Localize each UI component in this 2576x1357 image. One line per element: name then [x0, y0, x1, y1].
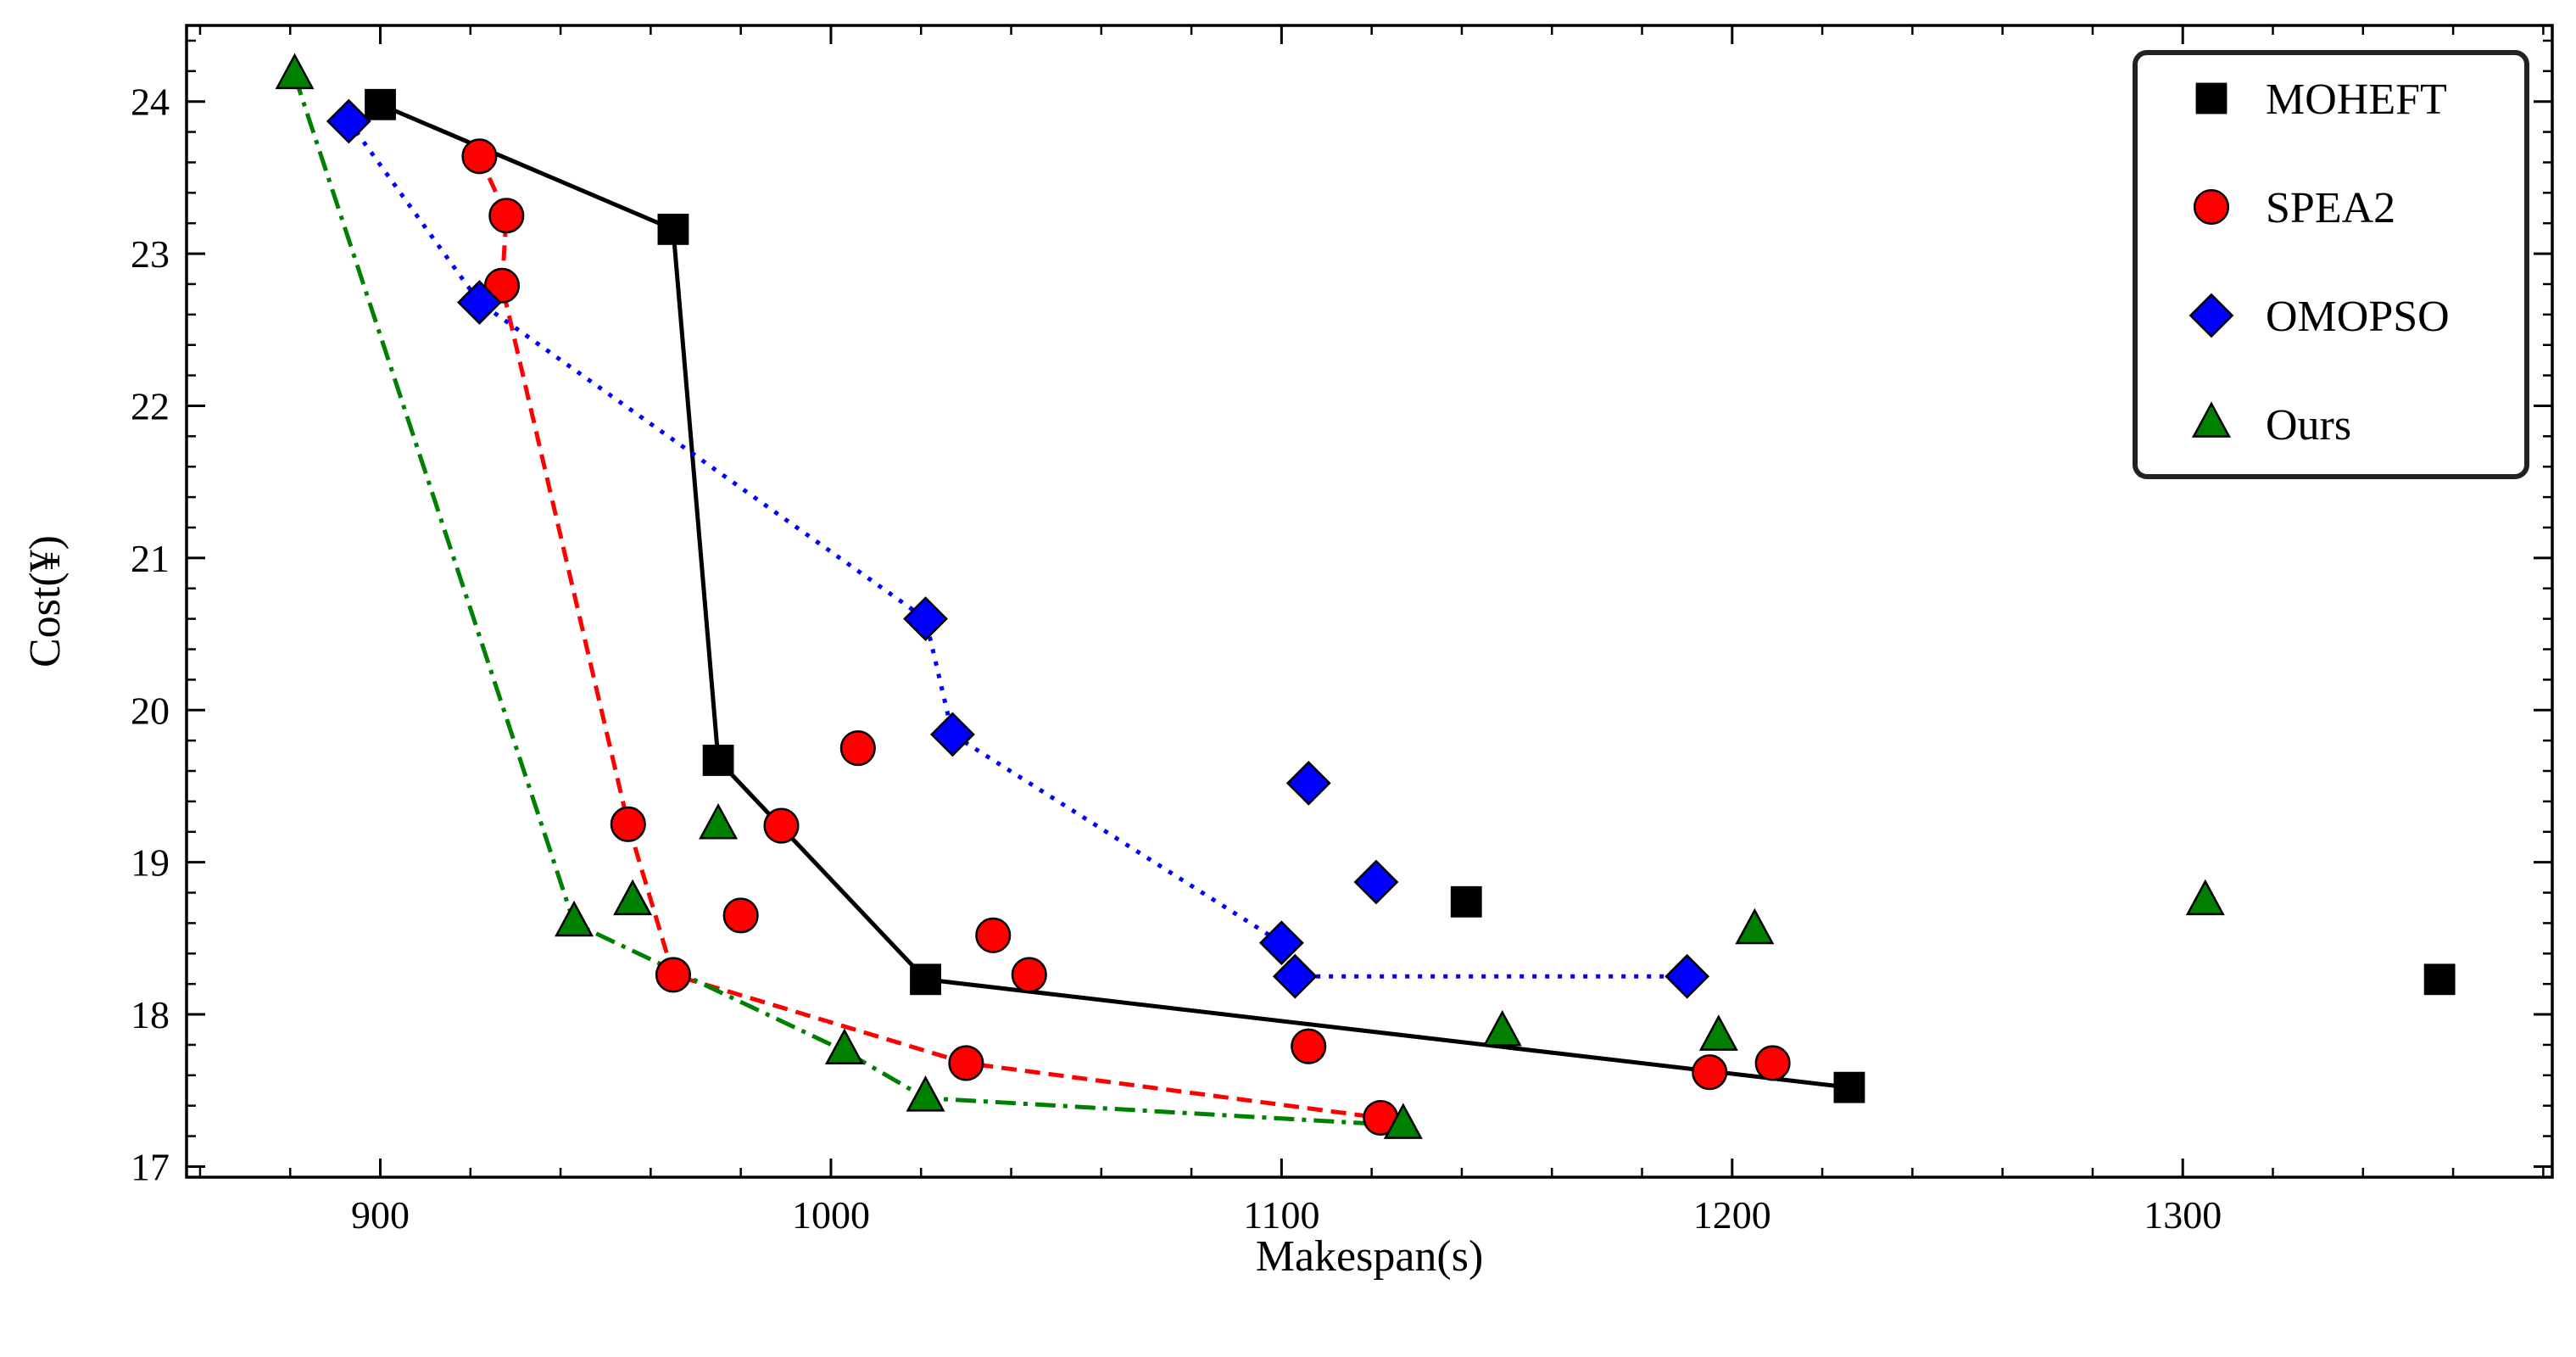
data-point-ours [613, 879, 653, 916]
data-point-omopso [1258, 920, 1304, 966]
data-point-spea2 [975, 917, 1012, 953]
y-tick-label: 24 [131, 81, 170, 124]
data-point-spea2 [1692, 1054, 1728, 1091]
data-point-ours [555, 900, 594, 937]
series-markers [275, 53, 2456, 1139]
legend-frame [2133, 50, 2529, 479]
data-point-omopso [1272, 953, 1318, 999]
data-point-spea2 [722, 897, 759, 934]
data-point-spea2 [461, 138, 498, 175]
y-axis-title: Cost(¥) [21, 535, 70, 667]
data-point-ours [1735, 907, 1775, 945]
data-point-omopso [1664, 953, 1710, 999]
y-tick-label: 20 [131, 689, 170, 732]
data-point-ours [699, 802, 739, 840]
data-point-ours [1383, 1103, 1423, 1139]
data-point-ours [906, 1075, 945, 1112]
data-point-spea2 [1291, 1028, 1327, 1064]
axis-ticks [187, 25, 2552, 1177]
x-tick-label: 1300 [2144, 1193, 2222, 1237]
y-tick-label: 19 [131, 841, 170, 885]
data-point-omopso [457, 280, 502, 325]
data-point-spea2 [763, 807, 800, 844]
legend-marker-moheft [2195, 82, 2228, 114]
data-point-omopso [326, 98, 371, 144]
data-point-spea2 [1754, 1045, 1791, 1081]
data-point-omopso [1285, 760, 1331, 806]
x-tick-label: 1000 [792, 1193, 870, 1237]
data-point-moheft [910, 963, 941, 996]
legend-label-omopso: OMOPSO [2266, 293, 2450, 341]
y-tick-label: 23 [131, 232, 170, 276]
data-point-ours [1482, 1009, 1522, 1047]
data-point-ours [2185, 879, 2225, 916]
y-tick-label: 18 [131, 993, 170, 1036]
data-point-spea2 [610, 806, 646, 842]
y-tick-label: 17 [131, 1145, 170, 1188]
data-point-moheft [702, 745, 734, 776]
data-point-spea2 [1011, 957, 1047, 993]
legend-marker-omopso [2188, 293, 2234, 338]
data-point-omopso [1353, 859, 1399, 905]
data-point-moheft [2423, 963, 2456, 996]
plot-frame [185, 24, 2554, 1179]
data-point-spea2 [488, 198, 525, 234]
data-point-moheft [1833, 1071, 1865, 1103]
data-point-moheft [365, 88, 396, 120]
data-point-ours [824, 1028, 864, 1064]
data-point-spea2 [948, 1045, 984, 1081]
data-point-ours [275, 53, 315, 90]
legend-label-moheft: MOHEFT [2266, 75, 2447, 124]
y-tick-label: 22 [131, 384, 170, 427]
data-point-spea2 [839, 730, 876, 767]
series-line-ours [293, 75, 1404, 1128]
legend: MOHEFT SPEA2 OMOPSO Ours [2133, 50, 2529, 479]
data-point-spea2 [483, 267, 521, 304]
legend-marker-spea2 [2193, 188, 2230, 226]
data-point-spea2 [655, 957, 691, 993]
legend-label-spea2: SPEA2 [2266, 184, 2395, 232]
data-point-moheft [657, 213, 689, 245]
x-tick-label: 900 [351, 1193, 410, 1237]
data-point-omopso [903, 596, 948, 642]
x-tick-label: 1200 [1693, 1193, 1771, 1237]
x-axis-title: Makespan(s) [1256, 1232, 1484, 1281]
legend-label-ours: Ours [2266, 401, 2351, 450]
data-point-omopso [930, 712, 975, 757]
tick-labels: 900 1000 1100 1200 1300 17 18 19 20 21 22 23 24 [131, 81, 2222, 1237]
data-point-ours [1698, 1014, 1738, 1051]
legend-marker-ours [2192, 401, 2231, 438]
y-tick-label: 21 [131, 537, 170, 580]
data-point-moheft [1450, 885, 1482, 918]
x-tick-label: 1100 [1243, 1193, 1319, 1237]
